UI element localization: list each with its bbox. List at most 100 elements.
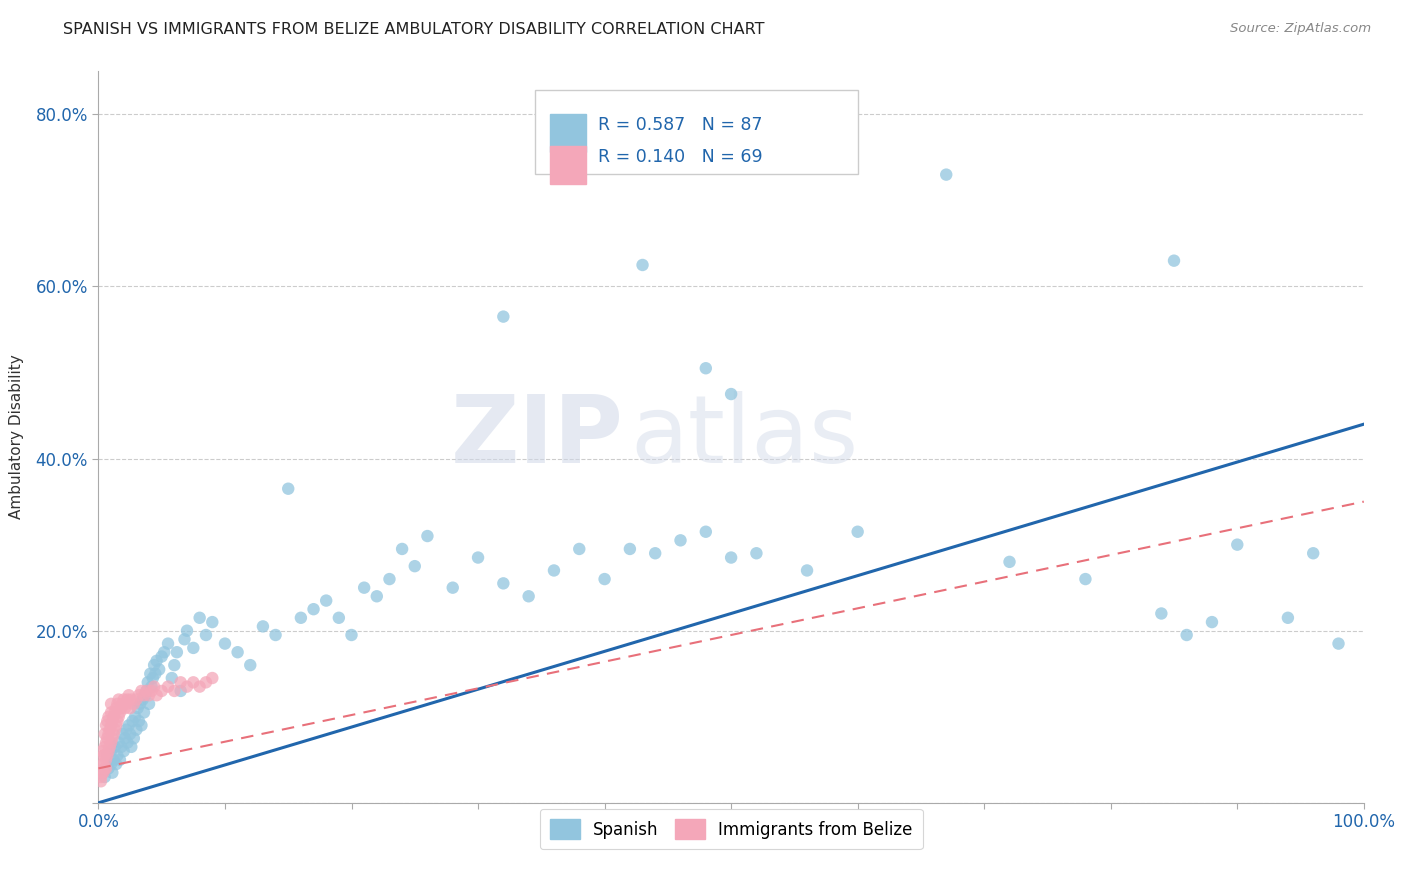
- Point: [150, 684, 173, 698]
- Point: [404, 559, 426, 574]
- Point: [93, 761, 117, 775]
- Point: [107, 692, 129, 706]
- Point: [391, 541, 413, 556]
- Point: [846, 524, 869, 539]
- Point: [143, 680, 166, 694]
- Point: [107, 748, 129, 763]
- Point: [120, 739, 142, 754]
- Point: [720, 550, 742, 565]
- Point: [201, 671, 224, 685]
- Point: [98, 723, 121, 737]
- Point: [107, 735, 129, 749]
- Point: [139, 666, 162, 681]
- Point: [188, 680, 211, 694]
- Point: [90, 774, 112, 789]
- Point: [107, 697, 129, 711]
- Point: [132, 706, 155, 720]
- Point: [169, 675, 191, 690]
- Point: [93, 770, 117, 784]
- Point: [138, 697, 160, 711]
- Text: Source: ZipAtlas.com: Source: ZipAtlas.com: [1230, 22, 1371, 36]
- Point: [105, 757, 128, 772]
- Point: [194, 628, 218, 642]
- Point: [543, 564, 565, 578]
- Point: [96, 748, 118, 763]
- Point: [163, 684, 186, 698]
- Point: [93, 727, 117, 741]
- Point: [148, 662, 170, 676]
- Point: [98, 739, 121, 754]
- Point: [1327, 637, 1350, 651]
- Point: [117, 735, 139, 749]
- Point: [111, 697, 134, 711]
- Point: [517, 589, 540, 603]
- Point: [93, 757, 115, 772]
- Point: [94, 718, 117, 732]
- Point: [100, 735, 122, 749]
- Point: [103, 727, 125, 741]
- Point: [1277, 611, 1299, 625]
- Point: [107, 714, 129, 728]
- Point: [492, 310, 515, 324]
- Y-axis label: Ambulatory Disability: Ambulatory Disability: [10, 355, 24, 519]
- Point: [153, 645, 176, 659]
- Point: [121, 714, 143, 728]
- Point: [107, 710, 129, 724]
- Point: [114, 701, 136, 715]
- Point: [998, 555, 1021, 569]
- Point: [101, 731, 124, 746]
- Point: [110, 739, 132, 754]
- Point: [105, 718, 128, 732]
- Point: [101, 765, 124, 780]
- Point: [194, 675, 218, 690]
- Point: [91, 757, 114, 772]
- Point: [94, 761, 117, 775]
- Point: [328, 611, 350, 625]
- Point: [593, 572, 616, 586]
- Point: [340, 628, 363, 642]
- Point: [122, 697, 145, 711]
- Text: R = 0.587   N = 87: R = 0.587 N = 87: [599, 116, 762, 134]
- Point: [1226, 538, 1249, 552]
- Point: [132, 688, 155, 702]
- Point: [118, 718, 141, 732]
- Point: [141, 684, 163, 698]
- Point: [138, 688, 160, 702]
- Point: [720, 387, 742, 401]
- Point: [252, 619, 274, 633]
- Point: [108, 706, 131, 720]
- Point: [94, 753, 117, 767]
- Point: [378, 572, 401, 586]
- Point: [111, 727, 134, 741]
- Text: atlas: atlas: [630, 391, 858, 483]
- Point: [150, 649, 173, 664]
- Point: [290, 611, 312, 625]
- Point: [104, 739, 127, 754]
- Point: [226, 645, 249, 659]
- Point: [104, 723, 127, 737]
- Point: [669, 533, 692, 548]
- Point: [100, 706, 122, 720]
- Point: [169, 684, 191, 698]
- Point: [183, 675, 205, 690]
- Point: [93, 748, 117, 763]
- Point: [112, 692, 135, 706]
- Point: [135, 684, 157, 698]
- Point: [1175, 628, 1198, 642]
- Bar: [550, 114, 585, 153]
- Point: [315, 593, 337, 607]
- Point: [93, 748, 115, 763]
- Point: [157, 637, 180, 651]
- Point: [141, 680, 163, 694]
- Point: [97, 710, 120, 724]
- Point: [145, 654, 167, 668]
- Point: [1150, 607, 1173, 621]
- FancyBboxPatch shape: [534, 90, 858, 174]
- Point: [105, 701, 128, 715]
- Point: [214, 637, 236, 651]
- Point: [124, 710, 146, 724]
- Point: [176, 680, 198, 694]
- Point: [127, 701, 149, 715]
- Point: [125, 723, 148, 737]
- Point: [104, 706, 127, 720]
